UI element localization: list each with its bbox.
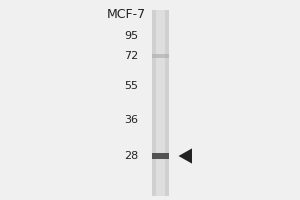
Text: 95: 95 (124, 31, 138, 41)
Text: MCF-7: MCF-7 (106, 8, 146, 21)
Bar (156, 10, 166, 196)
Text: 28: 28 (124, 151, 138, 161)
Bar (152, 153, 169, 159)
Bar (152, 10, 169, 196)
Bar (152, 54, 169, 58)
Text: 72: 72 (124, 51, 138, 61)
Text: 36: 36 (124, 115, 138, 125)
Polygon shape (178, 148, 192, 164)
Text: 55: 55 (124, 81, 138, 91)
